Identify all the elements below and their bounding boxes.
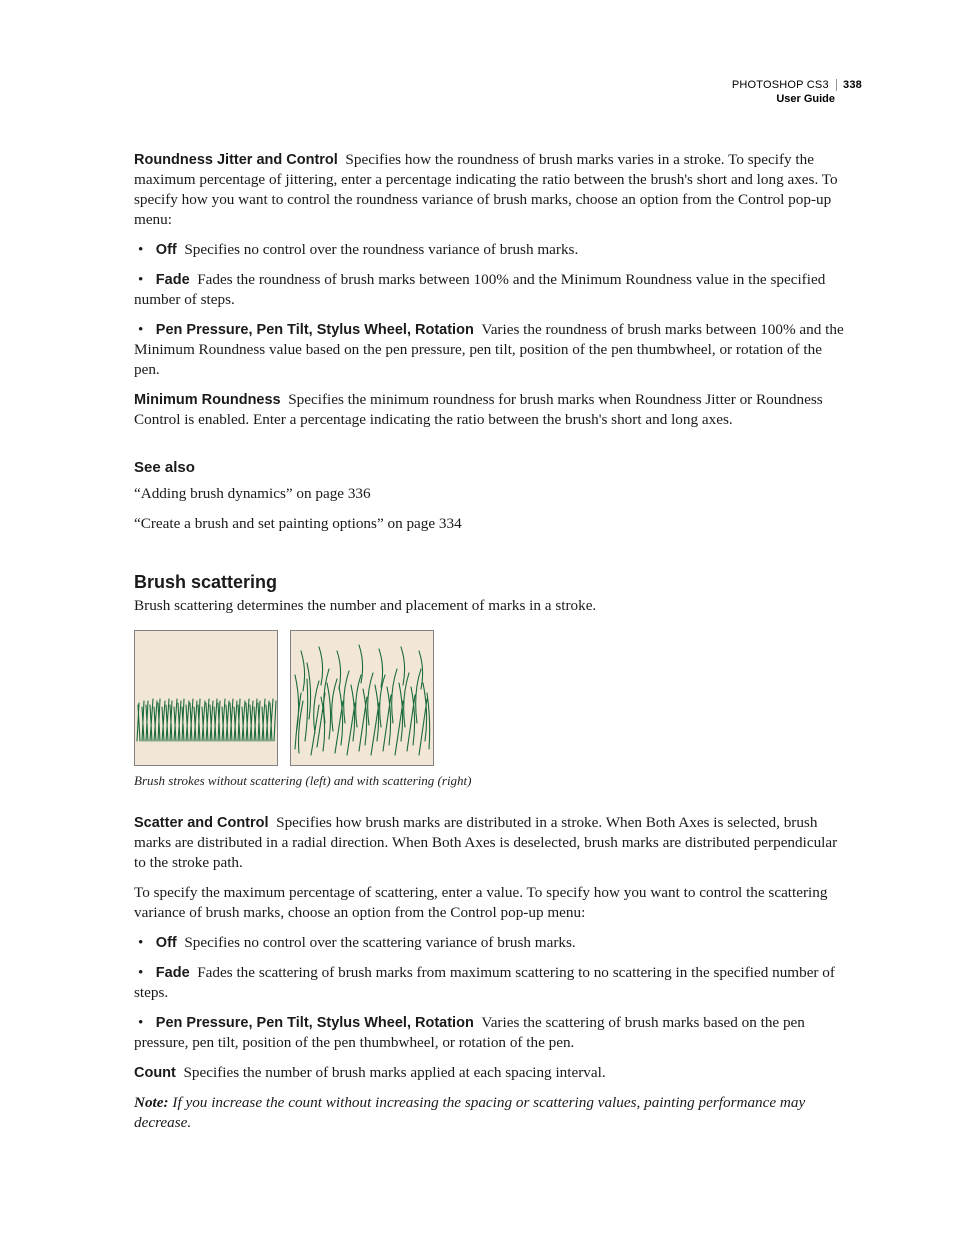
term-fade-1: Fade <box>156 272 190 288</box>
para-count: Count Specifies the number of brush mark… <box>134 1063 850 1083</box>
bullet-pen-2: Pen Pressure, Pen Tilt, Stylus Wheel, Ro… <box>134 1013 850 1053</box>
doc-subtitle: User Guide <box>732 92 862 106</box>
term-roundness-jitter: Roundness Jitter and Control <box>134 152 338 168</box>
bullet-off-2: Off Specifies no control over the scatte… <box>134 933 850 953</box>
text-fade-2: Fades the scattering of brush marks from… <box>134 964 835 1001</box>
para-scatter-control: Scatter and Control Specifies how brush … <box>134 813 850 873</box>
para-min-roundness: Minimum Roundness Specifies the minimum … <box>134 390 850 430</box>
term-off-1: Off <box>156 242 177 258</box>
term-pen-2: Pen Pressure, Pen Tilt, Stylus Wheel, Ro… <box>156 1015 474 1031</box>
term-fade-2: Fade <box>156 965 190 981</box>
figure-scattering: Brush strokes without scattering (left) … <box>134 630 850 791</box>
bullet-fade-2: Fade Fades the scattering of brush marks… <box>134 963 850 1003</box>
see-also-link-2: “Create a brush and set painting options… <box>134 514 850 534</box>
product-name: PHOTOSHOP CS3 <box>732 79 829 91</box>
term-min-roundness: Minimum Roundness <box>134 392 281 408</box>
heading-brush-scattering: Brush scattering <box>134 572 850 592</box>
note-body: If you increase the count without increa… <box>134 1094 805 1131</box>
figure-right <box>290 630 434 766</box>
term-count: Count <box>134 1065 176 1081</box>
text-fade-1: Fades the roundness of brush marks betwe… <box>134 271 825 308</box>
note-lead: Note: <box>134 1094 169 1111</box>
see-also-link-1: “Adding brush dynamics” on page 336 <box>134 484 850 504</box>
bullet-off-1: Off Specifies no control over the roundn… <box>134 240 850 260</box>
para-scatter-control-2: To specify the maximum percentage of sca… <box>134 883 850 923</box>
term-pen-1: Pen Pressure, Pen Tilt, Stylus Wheel, Ro… <box>156 322 474 338</box>
page: PHOTOSHOP CS3 338 User Guide Roundness J… <box>0 0 954 1235</box>
text-off-2: Specifies no control over the scattering… <box>184 934 575 951</box>
see-also-heading: See also <box>134 458 850 478</box>
para-roundness: Roundness Jitter and Control Specifies h… <box>134 150 850 230</box>
page-header: PHOTOSHOP CS3 338 User Guide <box>732 78 862 106</box>
text-off-1: Specifies no control over the roundness … <box>184 241 578 258</box>
text-count: Specifies the number of brush marks appl… <box>183 1064 605 1081</box>
body-content: Roundness Jitter and Control Specifies h… <box>134 150 850 1143</box>
page-number: 338 <box>836 79 862 91</box>
term-off-2: Off <box>156 935 177 951</box>
para-scatter-intro: Brush scattering determines the number a… <box>134 596 850 616</box>
figure-left <box>134 630 278 766</box>
bullet-pen-1: Pen Pressure, Pen Tilt, Stylus Wheel, Ro… <box>134 320 850 380</box>
bullet-fade-1: Fade Fades the roundness of brush marks … <box>134 270 850 310</box>
term-scatter-control: Scatter and Control <box>134 815 269 831</box>
figure-caption: Brush strokes without scattering (left) … <box>134 771 850 791</box>
para-note: Note: If you increase the count without … <box>134 1093 850 1133</box>
